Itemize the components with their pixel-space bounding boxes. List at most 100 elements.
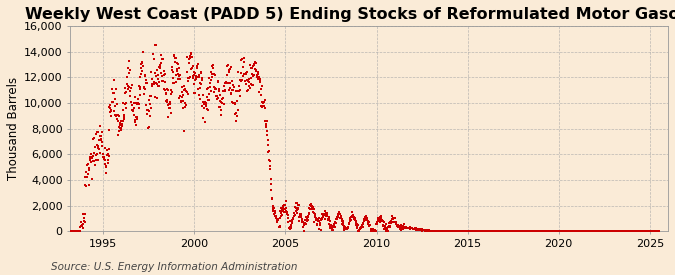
Point (244, 79, 255, 84)
Point (90, 145, 101, 149)
Point (247, 82, 258, 87)
Point (102, 161, 113, 165)
Point (170, 60, 181, 64)
Point (522, 229, 533, 233)
Point (165, 111, 176, 115)
Point (468, 229, 479, 233)
Point (484, 229, 495, 233)
Point (207, 66, 218, 70)
Point (250, 67, 261, 72)
Point (369, 229, 379, 233)
Point (462, 229, 473, 233)
Point (405, 226, 416, 231)
Point (151, 82, 162, 86)
Point (275, 209, 286, 213)
Point (653, 229, 664, 233)
Point (143, 108, 154, 112)
Point (515, 229, 526, 233)
Point (300, 218, 311, 223)
Point (443, 229, 454, 233)
Point (398, 224, 409, 229)
Point (302, 214, 313, 218)
Point (437, 229, 448, 233)
Point (329, 225, 340, 230)
Point (491, 229, 502, 233)
Point (518, 229, 529, 233)
Point (479, 229, 489, 233)
Point (519, 229, 530, 233)
Point (653, 229, 664, 233)
Point (485, 229, 496, 233)
Point (431, 229, 441, 233)
Point (188, 91, 199, 95)
Point (225, 91, 236, 96)
Point (399, 226, 410, 230)
Point (531, 229, 541, 233)
Point (214, 87, 225, 91)
Point (450, 229, 460, 233)
Point (196, 103, 207, 108)
Point (238, 73, 248, 78)
Point (140, 87, 151, 91)
Point (382, 229, 393, 233)
Point (102, 153, 113, 157)
Point (158, 78, 169, 83)
Point (335, 213, 346, 218)
Point (164, 102, 175, 106)
Point (82, 172, 93, 176)
Point (166, 87, 177, 92)
Point (346, 215, 356, 219)
Point (286, 220, 297, 224)
Point (130, 123, 141, 127)
Point (275, 206, 286, 211)
Point (526, 229, 537, 233)
Point (599, 229, 610, 233)
Point (99, 157, 109, 161)
Point (634, 229, 645, 233)
Point (485, 229, 495, 233)
Point (292, 203, 303, 208)
Point (324, 222, 335, 226)
Point (321, 213, 332, 217)
Point (522, 229, 533, 233)
Point (571, 229, 582, 233)
Point (570, 229, 580, 233)
Point (308, 220, 319, 225)
Point (283, 213, 294, 218)
Point (190, 75, 201, 79)
Point (583, 229, 594, 233)
Point (448, 229, 459, 233)
Point (107, 100, 118, 104)
Point (344, 222, 354, 227)
Point (565, 229, 576, 233)
Point (585, 229, 595, 233)
Point (471, 229, 482, 233)
Point (429, 229, 440, 233)
Point (482, 229, 493, 233)
Point (551, 229, 562, 233)
Point (215, 100, 226, 104)
Point (261, 125, 271, 129)
Point (367, 229, 378, 233)
Point (266, 188, 277, 192)
Point (65, 229, 76, 233)
Point (103, 147, 114, 151)
Point (550, 229, 561, 233)
Point (90, 153, 101, 158)
Point (61, 229, 72, 233)
Point (323, 217, 333, 222)
Point (458, 229, 468, 233)
Point (333, 212, 344, 216)
Point (264, 149, 275, 153)
Point (338, 226, 349, 230)
Point (463, 229, 474, 233)
Point (82, 163, 92, 167)
Point (447, 229, 458, 233)
Point (150, 71, 161, 76)
Point (442, 229, 453, 233)
Point (248, 64, 259, 68)
Point (514, 229, 524, 233)
Point (250, 60, 261, 65)
Point (434, 229, 445, 233)
Point (66, 229, 77, 233)
